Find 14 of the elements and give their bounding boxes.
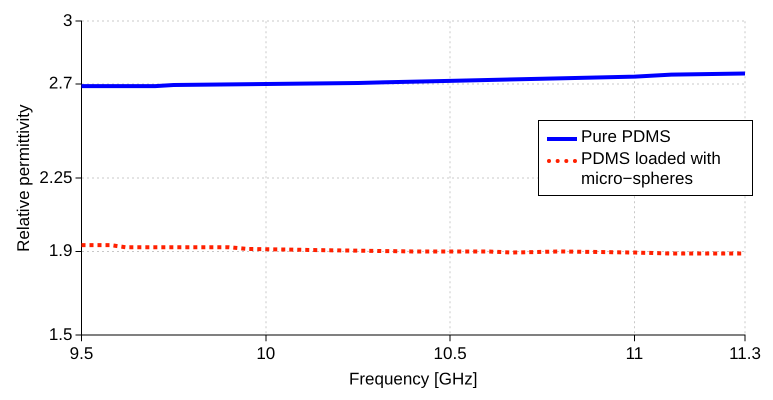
x-tick-label: 9.5	[70, 344, 94, 364]
y-tick-label: 1.9	[48, 241, 72, 260]
x-axis-title: Frequency [GHz]	[348, 369, 478, 388]
x-tick-label: 10	[256, 344, 276, 364]
legend-label: Pure PDMS	[581, 127, 671, 147]
y-tick-label: 3	[63, 10, 72, 30]
x-tick-label: 10.5	[434, 344, 467, 364]
legend-label: PDMS loaded with micro−spheres	[581, 149, 722, 189]
y-tick-label: 2.7	[48, 74, 72, 93]
y-tick-label: 2.25	[39, 168, 72, 187]
x-tick-label: 11	[626, 344, 644, 364]
y-axis-title: Relative permittivity	[14, 104, 33, 252]
y-tick-label: 1.5	[48, 324, 72, 344]
x-tick-label: 11.3	[729, 344, 761, 364]
